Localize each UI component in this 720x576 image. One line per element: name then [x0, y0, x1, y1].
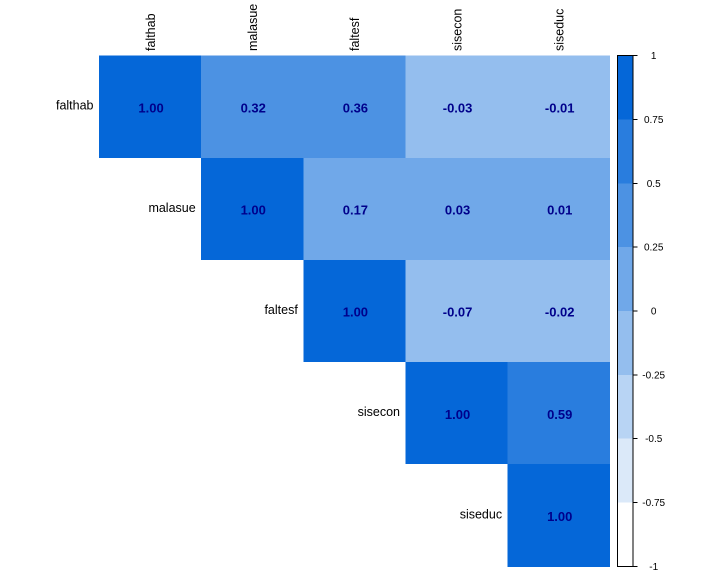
svg-text:0.01: 0.01 [547, 202, 572, 217]
svg-text:-1: -1 [649, 562, 658, 573]
svg-text:1.00: 1.00 [343, 305, 368, 320]
svg-text:1.00: 1.00 [138, 100, 163, 115]
svg-text:-0.5: -0.5 [645, 434, 663, 445]
svg-text:1.00: 1.00 [547, 509, 572, 524]
svg-text:0.59: 0.59 [547, 407, 572, 422]
svg-text:falthab: falthab [56, 99, 94, 113]
svg-text:0.75: 0.75 [644, 115, 664, 126]
svg-text:falthab: falthab [144, 13, 158, 51]
svg-text:-0.03: -0.03 [443, 100, 473, 115]
svg-text:faltesf: faltesf [348, 17, 362, 51]
svg-text:siseduc: siseduc [553, 9, 567, 51]
svg-text:0.32: 0.32 [241, 100, 266, 115]
svg-text:-0.75: -0.75 [642, 498, 665, 509]
svg-text:0: 0 [651, 306, 657, 317]
svg-text:sisecon: sisecon [450, 9, 464, 51]
svg-text:-0.07: -0.07 [443, 305, 473, 320]
svg-text:siseduc: siseduc [460, 507, 502, 521]
svg-text:-0.01: -0.01 [545, 100, 575, 115]
svg-text:0.17: 0.17 [343, 202, 368, 217]
svg-text:malasue: malasue [246, 4, 260, 51]
svg-text:0.5: 0.5 [647, 179, 661, 190]
svg-text:malasue: malasue [148, 201, 195, 215]
svg-text:0.03: 0.03 [445, 202, 470, 217]
svg-text:1.00: 1.00 [445, 407, 470, 422]
svg-text:-0.02: -0.02 [545, 305, 575, 320]
svg-text:sisecon: sisecon [358, 405, 400, 419]
svg-text:faltesf: faltesf [264, 303, 298, 317]
svg-text:-0.25: -0.25 [642, 370, 665, 381]
svg-text:1: 1 [651, 51, 657, 62]
svg-text:1.00: 1.00 [241, 202, 266, 217]
svg-text:0.36: 0.36 [343, 100, 368, 115]
svg-text:0.25: 0.25 [644, 243, 664, 254]
